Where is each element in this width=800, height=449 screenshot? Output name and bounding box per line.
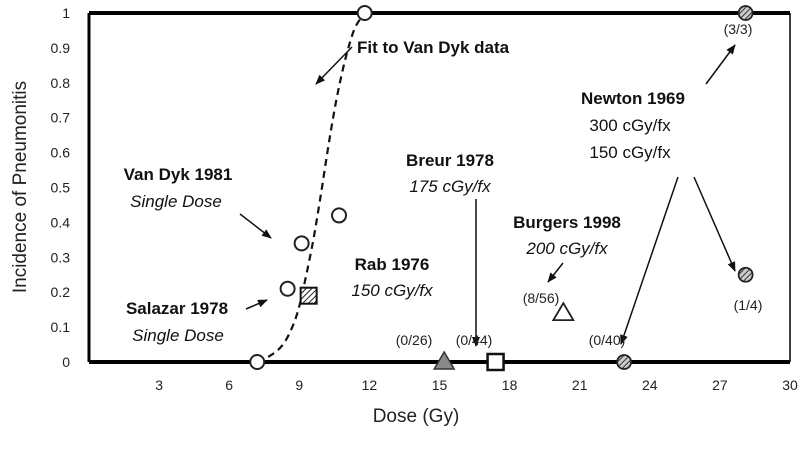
newton-1969-point	[616, 354, 632, 370]
x-tick-label: 27	[712, 377, 728, 393]
arrow-newton-300	[705, 44, 736, 85]
count-rab: (0/26)	[396, 332, 433, 348]
arrow-burgers	[547, 262, 564, 283]
y-tick-label: 0.3	[51, 249, 71, 265]
van-dyk-1981-point	[249, 354, 266, 370]
breur-note: 175 cGy/fx	[409, 177, 491, 196]
x-tick-label: 18	[502, 377, 518, 393]
salazar-1978-point	[299, 286, 318, 305]
burgers-label: Burgers 1998	[513, 213, 621, 232]
arrow-newton-150a	[620, 176, 679, 345]
count-newton-0: (0/40)	[589, 332, 626, 348]
x-tick-label: 30	[782, 377, 798, 393]
van-dyk-1981-point	[279, 280, 296, 297]
y-tick-label: 0.8	[51, 75, 71, 91]
data-marks	[249, 5, 754, 372]
y-tick-label: 0.2	[51, 284, 71, 300]
y-axis-title: Incidence of Pneumonitis	[10, 81, 31, 293]
breur-1978-point	[486, 352, 505, 372]
salazar-note: Single Dose	[132, 326, 224, 345]
y-tick-label: 0.7	[51, 110, 71, 126]
y-tick-label: 0.1	[51, 319, 71, 335]
count-breur: (0/44)	[456, 332, 493, 348]
count-newton-2: (3/3)	[724, 21, 753, 37]
tick-labels: 3 6 9 12 15 18 21 24 27 30 0 0.1 0.2 0.3 0.4 0.5 0.6 0.7 0…	[51, 5, 798, 393]
van-dyk-1981-point	[356, 5, 373, 21]
rab-label: Rab 1976	[355, 255, 430, 274]
x-tick-label: 12	[362, 377, 378, 393]
breur-label: Breur 1978	[406, 151, 494, 170]
y-tick-label: 1	[62, 5, 70, 21]
arrow-salazar	[245, 299, 268, 310]
newton-1969-point	[737, 266, 754, 283]
arrow-fit-label	[315, 46, 353, 85]
count-burgers: (8/56)	[523, 290, 560, 306]
newton-label: Newton 1969	[581, 89, 685, 108]
arrow-van-dyk	[239, 213, 272, 239]
newton-1969-point	[737, 5, 754, 21]
x-tick-label: 24	[642, 377, 658, 393]
rab-1976-point	[432, 350, 456, 370]
arrow-newton-150b	[693, 176, 736, 272]
count-newton-1: (1/4)	[734, 297, 763, 313]
y-tick-label: 0	[62, 354, 70, 370]
y-tick-label: 0.9	[51, 40, 71, 56]
x-tick-label: 15	[432, 377, 448, 393]
fit-curve	[256, 12, 366, 363]
y-tick-label: 0.4	[51, 214, 71, 230]
newton-note-300: 300 cGy/fx	[589, 116, 671, 135]
rab-note: 150 cGy/fx	[351, 281, 433, 300]
van-dyk-1981-point	[293, 235, 310, 252]
fit-label: Fit to Van Dyk data	[357, 38, 510, 57]
burgers-note: 200 cGy/fx	[525, 239, 608, 258]
van-dyk-1981-point	[331, 207, 348, 224]
x-tick-label: 6	[225, 377, 233, 393]
salazar-label: Salazar 1978	[126, 299, 228, 318]
x-tick-label: 21	[572, 377, 588, 393]
newton-note-150: 150 cGy/fx	[589, 143, 671, 162]
burgers-1998-point	[551, 301, 575, 322]
x-axis-title: Dose (Gy)	[373, 406, 460, 427]
x-tick-label: 9	[295, 377, 303, 393]
y-tick-label: 0.6	[51, 145, 71, 161]
x-tick-label: 3	[155, 377, 163, 393]
van-dyk-note: Single Dose	[130, 192, 222, 211]
y-tick-label: 0.5	[51, 180, 71, 196]
van-dyk-label: Van Dyk 1981	[124, 165, 233, 184]
